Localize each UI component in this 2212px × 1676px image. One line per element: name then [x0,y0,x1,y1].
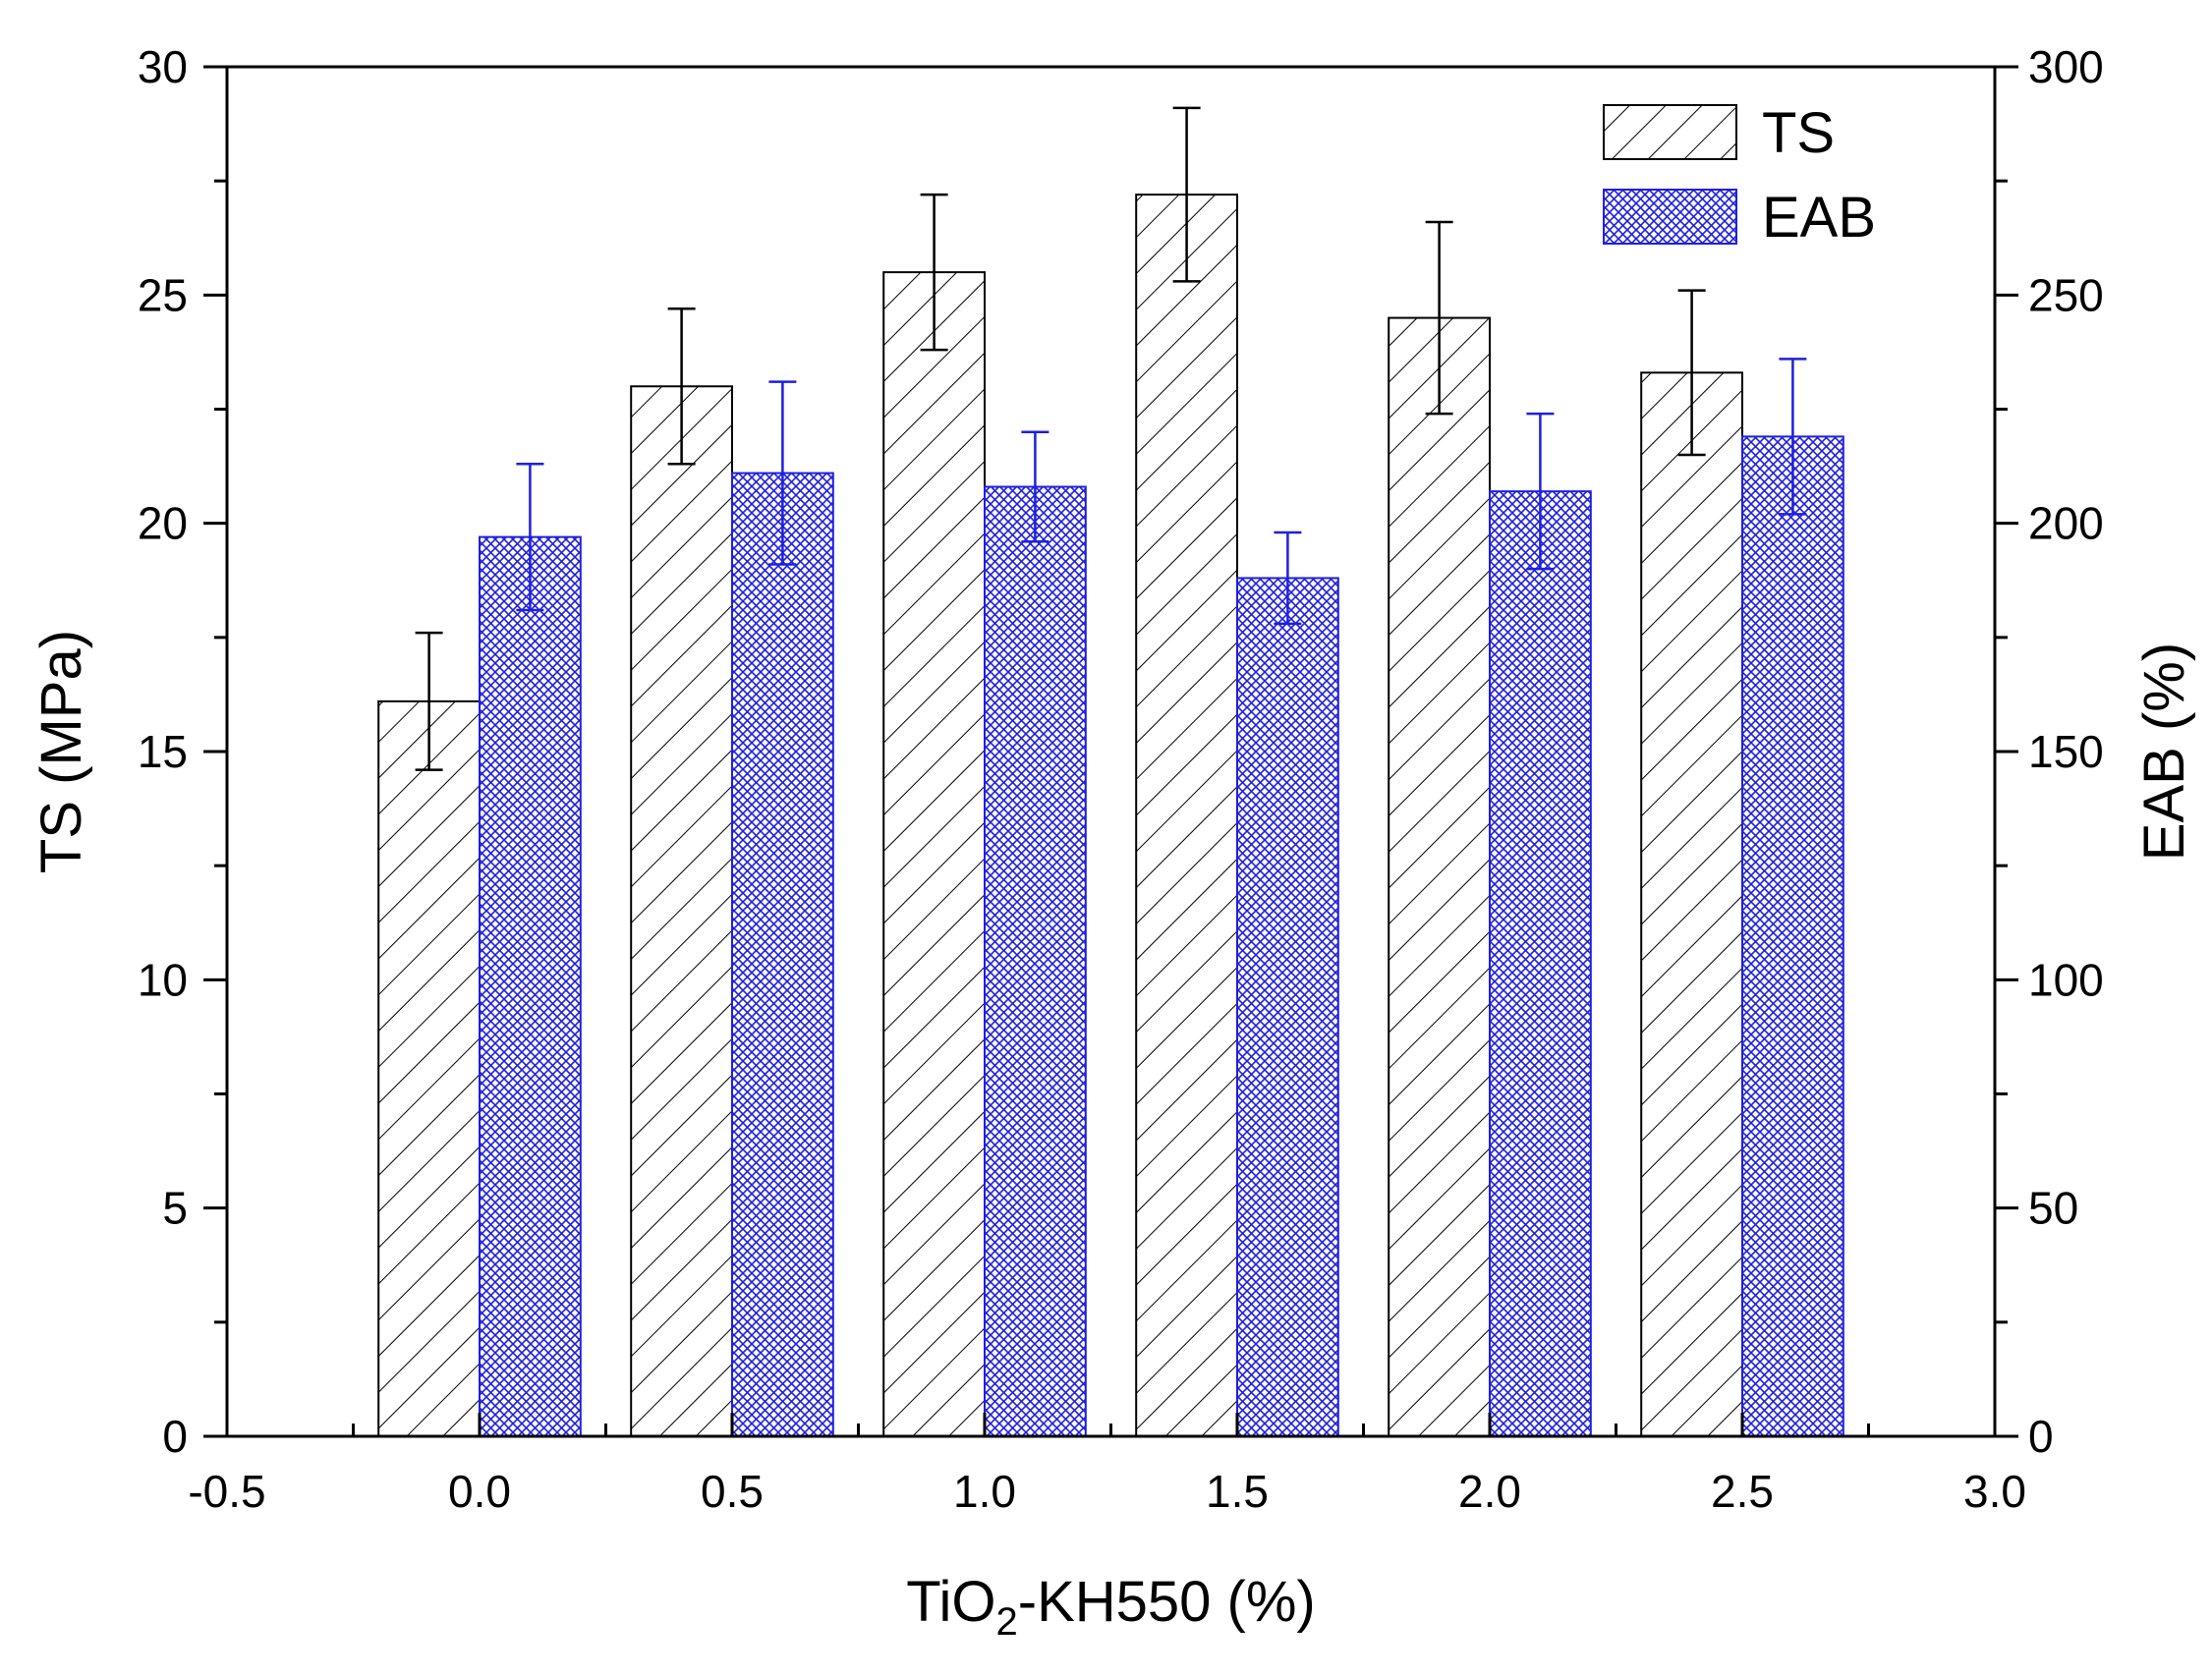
y-left-tick-label: 30 [138,41,188,92]
x-axis-title-main: TiO [906,1570,995,1634]
legend-label-ts: TS [1762,101,1835,165]
bar-eab-2 [984,485,1087,1437]
bar-ts-1 [630,385,734,1437]
bar-eab-1 [731,472,834,1437]
error-bars-layer [415,106,1807,771]
legend: TS EAB [1603,101,1876,250]
x-tick-label: 2.5 [1711,1466,1774,1517]
error-bar-ts-3 [1172,106,1201,283]
y-axis-left: 0 5 10 15 20 25 30 [138,41,227,1462]
x-axis-title: TiO2-KH550 (%) [906,1570,1316,1644]
y-axis-right: 0 50 100 150 200 250 300 [1995,41,2104,1462]
legend-swatch-eab [1603,189,1737,245]
bar-eab-0 [479,535,582,1437]
legend-swatch-ts [1603,104,1737,160]
bar-ts-0 [377,699,482,1437]
x-tick-label: 3.0 [1963,1466,2026,1517]
y-right-tick-label: 150 [2028,726,2104,777]
y-right-tick-label: 250 [2028,269,2104,320]
y-right-axis-title: EAB (%) [2132,642,2196,861]
x-tick-label: -0.5 [188,1466,265,1517]
bar-ts-3 [1135,194,1238,1437]
bar-eab-5 [1741,435,1844,1437]
error-bar-eab-5 [1779,358,1807,516]
y-left-tick-label: 10 [138,954,188,1005]
y-right-tick-label: 100 [2028,954,2104,1005]
error-bar-eab-3 [1274,531,1302,626]
bar-eab-3 [1236,577,1339,1437]
error-bar-ts-0 [415,631,443,771]
x-axis-title-subscript: 2 [996,1600,1018,1644]
error-bar-ts-5 [1677,289,1706,457]
y-left-axis-title: TS (MPa) [29,630,93,873]
y-left-tick-label: 15 [138,726,188,777]
bars-layer [377,194,1844,1438]
x-tick-label: 0.0 [448,1466,511,1517]
y-left-tick-label: 5 [162,1183,188,1234]
bar-ts-4 [1388,316,1491,1438]
x-tick-label: 1.0 [953,1466,1016,1517]
y-left-tick-label: 0 [162,1411,188,1462]
y-left-tick-label: 20 [138,498,188,549]
x-tick-label: 1.5 [1206,1466,1269,1517]
legend-label-eab: EAB [1762,186,1876,250]
error-bar-eab-2 [1021,430,1049,543]
error-bar-eab-4 [1526,412,1555,571]
error-bar-ts-2 [920,193,948,352]
y-right-tick-label: 50 [2028,1183,2078,1234]
y-left-tick-label: 25 [138,269,188,320]
y-right-tick-label: 200 [2028,498,2104,549]
x-axis-title-rest: -KH550 (%) [1018,1570,1316,1634]
bar-ts-5 [1640,371,1743,1437]
x-tick-label: 0.5 [701,1466,764,1517]
error-bar-ts-4 [1425,220,1453,416]
bar-eab-4 [1489,490,1592,1437]
y-right-tick-label: 300 [2028,41,2104,92]
error-bar-eab-0 [516,463,544,612]
bar-ts-2 [882,271,987,1438]
x-axis: -0.5 0.0 0.5 1.0 1.5 2.0 2.5 3.0 [188,1413,2026,1517]
x-tick-label: 2.0 [1458,1466,1521,1517]
error-bar-ts-1 [667,307,696,466]
error-bar-eab-1 [768,380,797,566]
y-right-tick-label: 0 [2028,1411,2054,1462]
